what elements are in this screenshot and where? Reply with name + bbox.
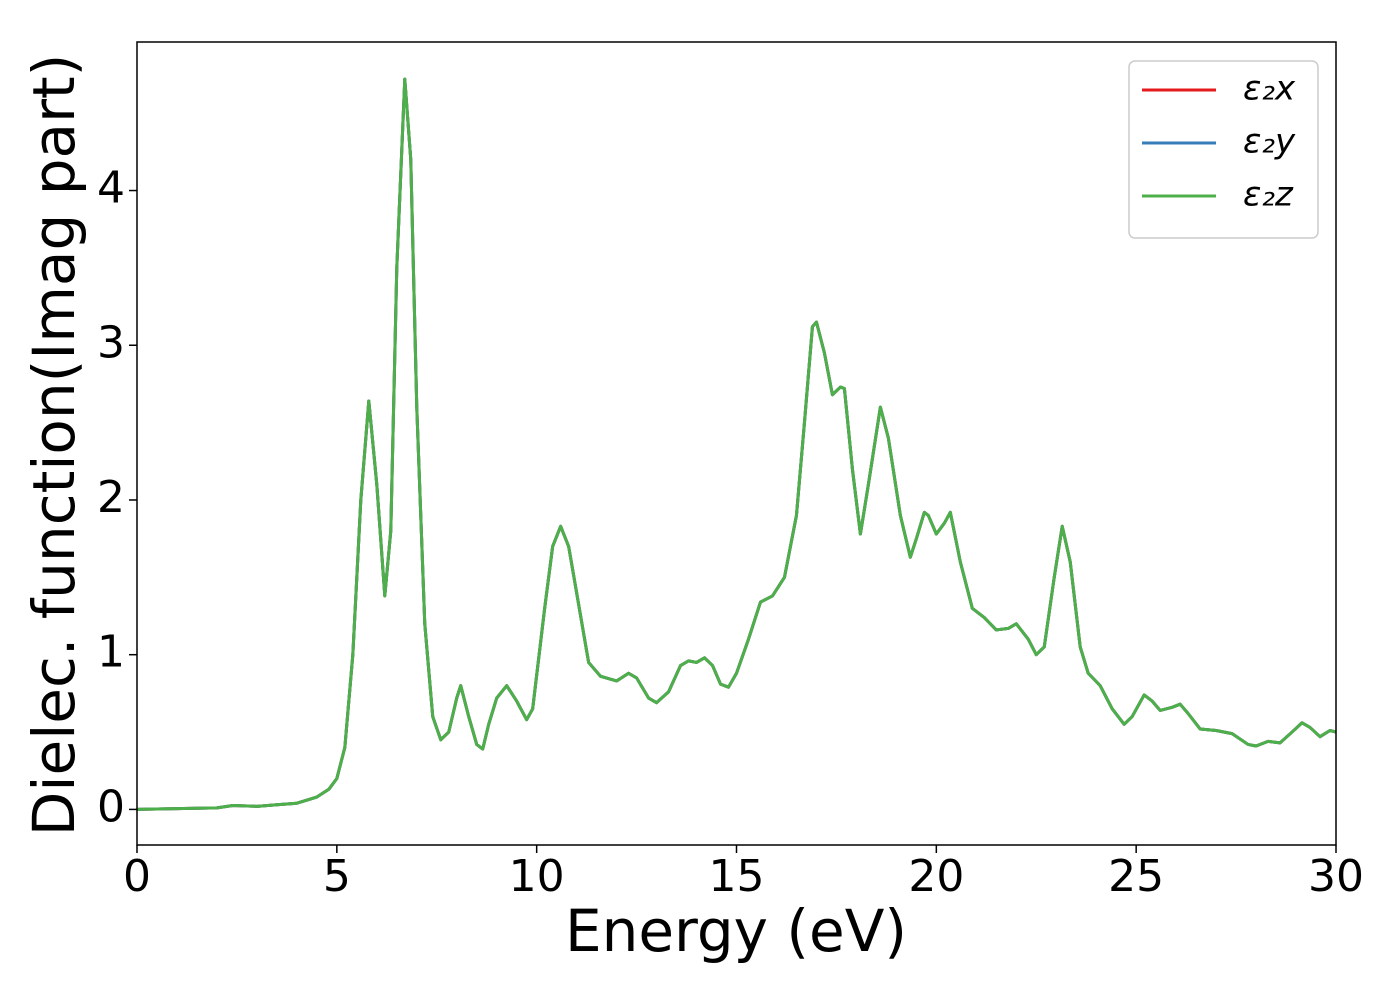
y-tick-label: 2 xyxy=(97,472,125,523)
x-tick-label: 5 xyxy=(323,851,351,902)
legend-label: ε₂x xyxy=(1243,69,1296,109)
x-axis-label: Energy (eV) xyxy=(565,897,907,965)
x-tick-label: 0 xyxy=(123,851,151,902)
data-line xyxy=(136,77,1337,811)
x-tick-label: 10 xyxy=(509,851,565,902)
legend-box xyxy=(1128,60,1319,239)
legend-label: ε₂z xyxy=(1243,175,1294,215)
plot-frame xyxy=(136,41,1337,846)
legend-label: ε₂y xyxy=(1243,122,1296,162)
x-tick-label: 30 xyxy=(1308,851,1364,902)
x-tick-label: 15 xyxy=(709,851,765,902)
y-tick-label: 0 xyxy=(97,781,125,832)
y-axis-label: Dielec. function(Imag part) xyxy=(20,54,88,837)
y-tick-label: 1 xyxy=(97,627,125,678)
y-tick-label: 4 xyxy=(97,163,125,214)
x-tick-label: 25 xyxy=(1108,851,1164,902)
y-tick-label: 3 xyxy=(97,317,125,368)
x-tick-label: 20 xyxy=(908,851,964,902)
